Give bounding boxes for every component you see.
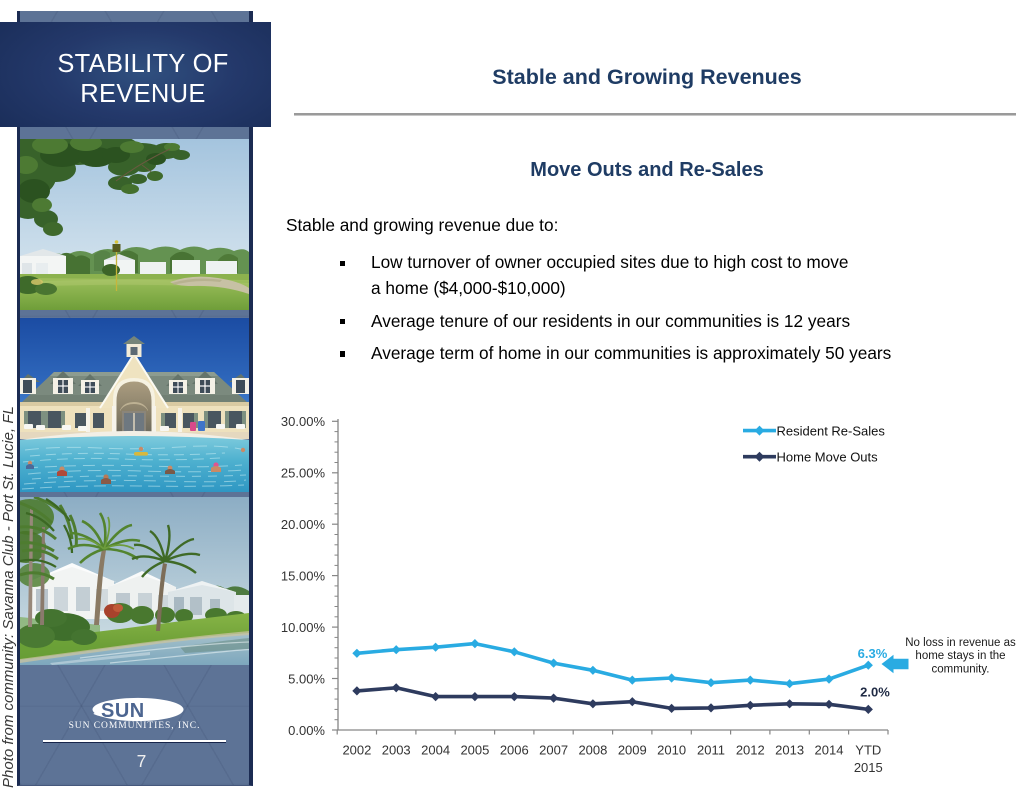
svg-text:2007: 2007 [539, 743, 568, 758]
svg-text:2002: 2002 [342, 743, 371, 758]
svg-text:2006: 2006 [500, 743, 529, 758]
svg-text:5.00%: 5.00% [288, 671, 325, 686]
svg-text:20.00%: 20.00% [281, 517, 326, 532]
svg-text:2011: 2011 [697, 743, 725, 758]
svg-text:0.00%: 0.00% [288, 723, 325, 738]
svg-text:15.00%: 15.00% [281, 569, 326, 584]
svg-text:YTD: YTD [855, 743, 881, 758]
svg-text:community.: community. [932, 664, 990, 676]
svg-text:2004: 2004 [421, 743, 450, 758]
svg-text:10.00%: 10.00% [281, 620, 326, 635]
svg-text:Home Move Outs: Home Move Outs [777, 449, 879, 464]
svg-text:SUN: SUN [101, 700, 145, 722]
svg-text:25.00%: 25.00% [281, 466, 326, 481]
svg-text:2014: 2014 [815, 743, 844, 758]
svg-text:2010: 2010 [657, 743, 686, 758]
svg-text:2005: 2005 [460, 743, 489, 758]
svg-text:2012: 2012 [736, 743, 765, 758]
svg-text:2009: 2009 [618, 743, 647, 758]
svg-text:2008: 2008 [578, 743, 607, 758]
svg-text:2003: 2003 [382, 743, 411, 758]
svg-text:2013: 2013 [775, 743, 804, 758]
svg-text:No loss in revenue as: No loss in revenue as [905, 637, 1016, 649]
svg-text:Resident Re-Sales: Resident Re-Sales [777, 423, 886, 438]
svg-text:30.00%: 30.00% [281, 414, 326, 429]
svg-text:home stays in the: home stays in the [915, 650, 1005, 662]
svg-text:2.0%: 2.0% [860, 685, 890, 700]
svg-text:6.3%: 6.3% [858, 646, 888, 661]
svg-text:2015: 2015 [854, 760, 883, 775]
